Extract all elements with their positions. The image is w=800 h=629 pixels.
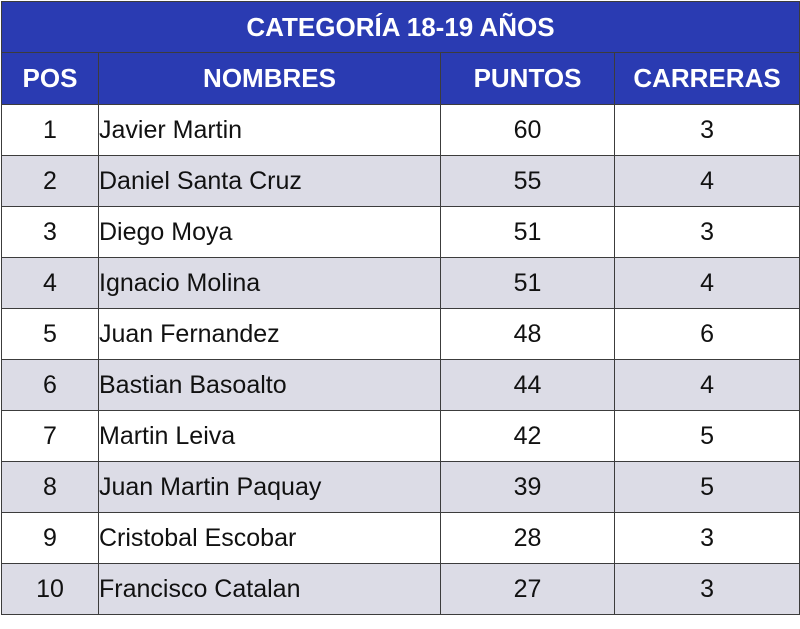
pos-cell: 5 (1, 308, 99, 360)
pos-cell: 4 (1, 257, 99, 309)
pos-cell: 3 (1, 206, 99, 258)
table-row: 6 Bastian Basoalto 44 4 (1, 359, 800, 411)
name-cell: Diego Moya (98, 206, 441, 258)
column-header-carreras: CARRERAS (613, 52, 800, 105)
name-cell: Juan Martin Paquay (98, 461, 441, 513)
points-cell: 51 (440, 206, 615, 258)
pos-cell: 10 (1, 563, 99, 615)
table-row: 3 Diego Moya 51 3 (1, 206, 800, 258)
column-header-nombres: NOMBRES (98, 52, 441, 105)
name-cell: Juan Fernandez (98, 308, 441, 360)
points-cell: 60 (440, 104, 615, 156)
points-cell: 27 (440, 563, 615, 615)
table-row: 9 Cristobal Escobar 28 3 (1, 512, 800, 564)
name-cell: Ignacio Molina (98, 257, 441, 309)
table-row: 5 Juan Fernandez 48 6 (1, 308, 800, 360)
name-cell: Javier Martin (98, 104, 441, 156)
table-title: CATEGORÍA 18-19 AÑOS (0, 1, 800, 53)
races-cell: 4 (613, 257, 800, 309)
standings-table: CATEGORÍA 18-19 AÑOS POS NOMBRES PUNTOS … (0, 1, 800, 615)
points-cell: 44 (440, 359, 615, 411)
name-cell: Bastian Basoalto (98, 359, 441, 411)
races-cell: 3 (613, 563, 800, 615)
table-row: 2 Daniel Santa Cruz 55 4 (1, 155, 800, 207)
name-cell: Martin Leiva (98, 410, 441, 462)
points-cell: 55 (440, 155, 615, 207)
races-cell: 5 (613, 461, 800, 513)
table-row: 10 Francisco Catalan 27 3 (1, 563, 800, 615)
points-cell: 39 (440, 461, 615, 513)
pos-cell: 2 (1, 155, 99, 207)
pos-cell: 7 (1, 410, 99, 462)
table-row: 1 Javier Martin 60 3 (1, 104, 800, 156)
table-row: 7 Martin Leiva 42 5 (1, 410, 800, 462)
pos-cell: 6 (1, 359, 99, 411)
pos-cell: 9 (1, 512, 99, 564)
name-cell: Cristobal Escobar (98, 512, 441, 564)
points-cell: 48 (440, 308, 615, 360)
points-cell: 28 (440, 512, 615, 564)
points-cell: 51 (440, 257, 615, 309)
points-cell: 42 (440, 410, 615, 462)
races-cell: 3 (613, 104, 800, 156)
table-row: 8 Juan Martin Paquay 39 5 (1, 461, 800, 513)
column-header-pos: POS (1, 52, 99, 105)
name-cell: Daniel Santa Cruz (98, 155, 441, 207)
column-header-row: POS NOMBRES PUNTOS CARRERAS (1, 52, 800, 105)
races-cell: 4 (613, 155, 800, 207)
column-header-puntos: PUNTOS (440, 52, 615, 105)
name-cell: Francisco Catalan (98, 563, 441, 615)
races-cell: 4 (613, 359, 800, 411)
races-cell: 3 (613, 512, 800, 564)
title-row: CATEGORÍA 18-19 AÑOS (0, 1, 800, 53)
races-cell: 5 (613, 410, 800, 462)
table-row: 4 Ignacio Molina 51 4 (1, 257, 800, 309)
pos-cell: 8 (1, 461, 99, 513)
races-cell: 3 (613, 206, 800, 258)
races-cell: 6 (613, 308, 800, 360)
pos-cell: 1 (1, 104, 99, 156)
